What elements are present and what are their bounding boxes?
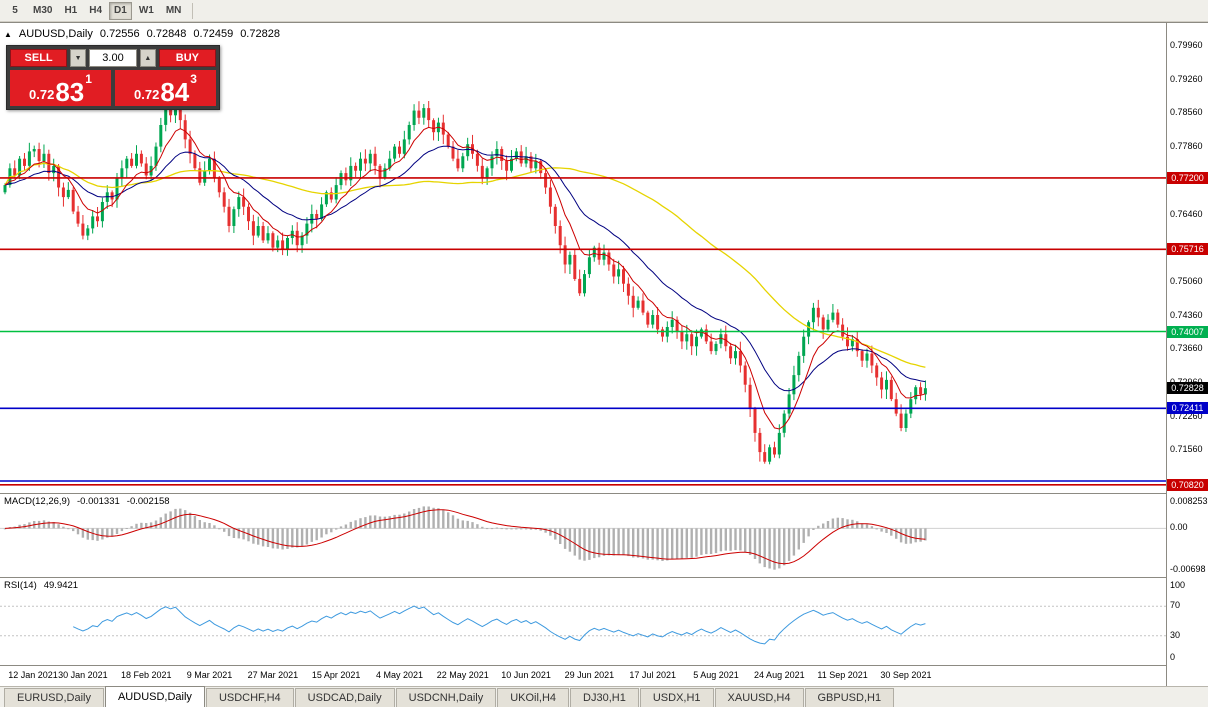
timeframe-button-h1[interactable]: H1 [59, 1, 83, 20]
date-axis-label: 4 May 2021 [375, 670, 423, 680]
price-axis-tick: 0.78560 [1170, 107, 1203, 118]
macd-value-main: -0.001331 [77, 496, 120, 507]
rsi-canvas[interactable] [0, 578, 1166, 665]
date-axis[interactable]: 12 Jan 2021 30 Jan 2021 18 Feb 2021 9 Mar 2… [0, 665, 1166, 686]
date-axis-label: 30 Jan 2021 [58, 670, 108, 680]
ohlc-close: 0.72828 [240, 28, 280, 40]
one-click-trade-panel: SELL ▼ ▲ BUY 0.72 83 1 0.72 84 3 [6, 45, 220, 110]
price-axis-badge: 0.72411 [1167, 402, 1208, 415]
price-axis-tick: 0.73660 [1170, 343, 1203, 354]
ohlc-open: 0.72556 [99, 28, 140, 40]
buy-price-prefix: 0.72 [134, 87, 160, 102]
chart-tab-usdcad[interactable]: USDCAD,Daily [294, 688, 395, 707]
date-axis-label: 9 Mar 2021 [186, 670, 233, 680]
rsi-label: RSI(14) 49.9421 [4, 580, 78, 591]
timeframe-button-w1[interactable]: W1 [133, 1, 159, 20]
macd-value-signal: -0.002158 [126, 496, 170, 507]
price-axis-tick: 0.79960 [1170, 40, 1203, 51]
ohlc-low: 0.72459 [193, 28, 234, 40]
price-axis-badge: 0.77200 [1167, 171, 1208, 184]
buy-price-point: 3 [190, 72, 197, 86]
trade-controls-row: SELL ▼ ▲ BUY [10, 49, 216, 67]
timeframe-button-d1[interactable]: D1 [109, 1, 132, 20]
price-axis-tick: 0.71560 [1170, 444, 1203, 455]
chart-tab-usdcnh[interactable]: USDCNH,Daily [395, 688, 497, 707]
date-axis-label: 11 Sep 2021 [817, 670, 868, 680]
timeframe-button-m30[interactable]: M30 [28, 1, 58, 20]
chart-tab-dj30[interactable]: DJ30,H1 [570, 688, 639, 707]
volume-increase-button[interactable]: ▲ [140, 49, 156, 67]
rsi-axis-0: 0 [1170, 652, 1176, 662]
chart-window: ▲ AUDUSD,Daily 0.72556 0.72848 0.72459 0… [0, 22, 1208, 686]
date-axis-label: 30 Sep 2021 [880, 670, 932, 680]
chart-title-ohlc: ▲ AUDUSD,Daily 0.72556 0.72848 0.72459 0… [4, 28, 280, 40]
buy-price-display[interactable]: 0.72 84 3 [115, 70, 216, 106]
sell-price-point: 1 [85, 72, 92, 86]
rsi-axis-70: 70 [1170, 600, 1181, 611]
volume-input[interactable] [89, 49, 137, 67]
macd-name: MACD(12,26,9) [4, 496, 70, 507]
price-axis-badge: 0.70820 [1167, 478, 1208, 491]
macd-axis-bottom: -0.00698 [1170, 564, 1206, 574]
chart-plot-region[interactable]: ▲ AUDUSD,Daily 0.72556 0.72848 0.72459 0… [0, 23, 1166, 686]
price-axis-badge: 0.72828 [1167, 382, 1208, 395]
sell-price-display[interactable]: 0.72 83 1 [10, 70, 111, 106]
macd-axis-top: 0.008253 [1170, 496, 1208, 506]
trade-prices-row: 0.72 83 1 0.72 84 3 [10, 70, 216, 106]
price-axis-tick: 0.77860 [1170, 141, 1203, 152]
chart-tab-eurusd[interactable]: EURUSD,Daily [4, 688, 104, 707]
price-axis-tick: 0.76460 [1170, 208, 1203, 219]
rsi-axis-30: 30 [1170, 629, 1181, 640]
rsi-value: 49.9421 [43, 580, 79, 591]
chart-tab-xauusd[interactable]: XAUUSD,H4 [714, 688, 804, 707]
macd-axis-zero: 0.00 [1170, 522, 1188, 533]
buy-price-pips: 84 [160, 77, 190, 107]
timeframe-button-h4[interactable]: H4 [84, 1, 108, 20]
chart-tab-ukoil[interactable]: UKOil,H4 [497, 688, 570, 707]
ohlc-high: 0.72848 [146, 28, 187, 40]
chart-tab-usdx[interactable]: USDX,H1 [639, 688, 714, 707]
toolbar-divider [192, 2, 194, 19]
date-axis-label: 29 Jun 2021 [564, 670, 615, 680]
price-axis-tick: 0.72260 [1170, 410, 1203, 421]
price-axis-tick: 0.75060 [1170, 275, 1203, 286]
chart-tab-audusd[interactable]: AUDUSD,Daily [104, 686, 205, 707]
macd-label: MACD(12,26,9) -0.001331 -0.002158 [4, 496, 170, 507]
date-axis-label: 5 Aug 2021 [693, 670, 739, 680]
price-axis-tick: 0.79260 [1170, 73, 1203, 84]
date-axis-label: 27 Mar 2021 [247, 670, 299, 680]
price-chart-canvas[interactable] [0, 23, 1166, 493]
price-axis-badge: 0.74007 [1167, 325, 1208, 338]
date-axis-label: 12 Jan 2021 [8, 670, 58, 680]
date-axis-label: 17 Jul 2021 [629, 670, 676, 680]
rsi-pane[interactable]: RSI(14) 49.9421 [0, 577, 1166, 665]
chart-tab-gbpusd[interactable]: GBPUSD,H1 [804, 688, 895, 707]
sell-price-pips: 83 [55, 77, 85, 107]
sell-button[interactable]: SELL [10, 49, 68, 67]
date-axis-label: 24 Aug 2021 [754, 670, 805, 680]
macd-canvas[interactable] [0, 494, 1166, 577]
price-axis[interactable]: 0.79960 0.79260 0.78560 0.77860 0.76460 0.750… [1166, 23, 1208, 686]
chart-tab-usdchf[interactable]: USDCHF,H4 [205, 688, 294, 707]
rsi-axis-100: 100 [1170, 580, 1186, 590]
timeframe-button-mn[interactable]: MN [160, 1, 187, 20]
price-axis-tick: 0.72960 [1170, 377, 1203, 387]
timeframe-toolbar: 5 M30 H1 H4 D1 W1 MN [0, 0, 1208, 22]
price-axis-badge: 0.75716 [1167, 243, 1208, 256]
date-axis-label: 10 Jun 2021 [501, 670, 551, 680]
price-axis-tick: 0.74360 [1170, 309, 1203, 320]
buy-button[interactable]: BUY [158, 49, 216, 67]
chart-corner-icon: ▲ [4, 29, 12, 39]
volume-decrease-button[interactable]: ▼ [70, 49, 86, 67]
macd-pane[interactable]: MACD(12,26,9) -0.001331 -0.002158 [0, 493, 1166, 577]
rsi-name: RSI(14) [4, 580, 37, 591]
chart-tab-bar: EURUSD,Daily AUDUSD,Daily USDCHF,H4 USDCAD,… [0, 686, 1208, 707]
chart-symbol-title: AUDUSD,Daily [18, 28, 93, 40]
date-axis-label: 22 May 2021 [436, 670, 489, 680]
timeframe-button-5[interactable]: 5 [4, 1, 26, 20]
date-axis-label: 18 Feb 2021 [120, 670, 172, 680]
date-axis-label: 15 Apr 2021 [311, 670, 361, 680]
sell-price-prefix: 0.72 [29, 87, 55, 102]
